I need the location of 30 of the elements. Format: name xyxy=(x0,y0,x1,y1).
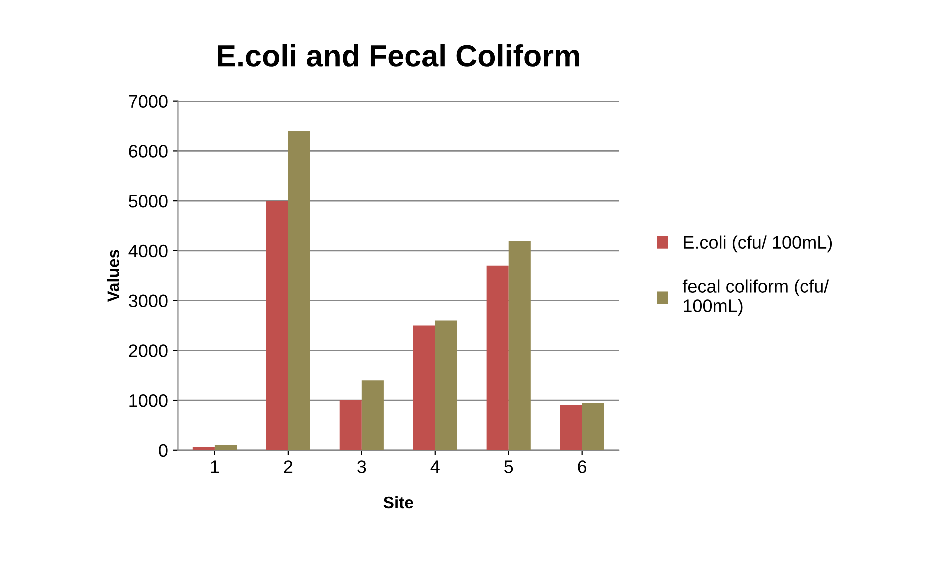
x-axis-title: Site xyxy=(384,496,414,509)
x-tick-label: 1 xyxy=(211,460,220,474)
y-tick-label: 3000 xyxy=(129,294,168,308)
y-tick-label: 5000 xyxy=(129,195,168,208)
bar xyxy=(413,326,436,450)
y-tick-label: 1000 xyxy=(130,394,168,408)
y-tick-label: 0 xyxy=(159,444,168,458)
bar xyxy=(362,380,384,450)
x-tick-label: 6 xyxy=(578,460,587,474)
bar xyxy=(266,201,288,450)
bar xyxy=(508,240,531,450)
chart-title: E.coli and Fecal Coliform xyxy=(218,44,580,67)
legend-label: fecal coliform (cfu/ 100mL) xyxy=(682,280,830,316)
y-tick-label: 2000 xyxy=(129,344,168,358)
bar xyxy=(582,403,604,450)
y-tick-label: 4000 xyxy=(128,244,168,258)
x-tick-label: 2 xyxy=(284,460,293,474)
bar xyxy=(288,131,310,450)
bar xyxy=(560,406,582,450)
legend-label: E.coli (cfu/ 100mL) xyxy=(684,236,832,253)
bar xyxy=(486,266,509,450)
bar xyxy=(435,320,458,450)
y-tick-label: 7000 xyxy=(129,95,168,108)
bar xyxy=(340,400,362,450)
y-tick-label: 6000 xyxy=(129,145,168,158)
bar xyxy=(214,445,237,450)
x-tick-label: 4 xyxy=(430,460,440,474)
y-axis-title: Values xyxy=(107,250,120,302)
x-tick-label: 3 xyxy=(358,460,366,474)
x-tick-label: 5 xyxy=(504,460,514,474)
